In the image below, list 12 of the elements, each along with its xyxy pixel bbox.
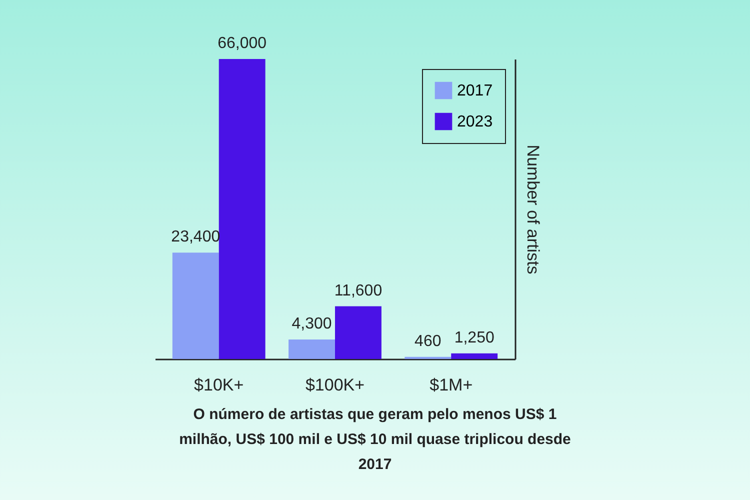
x-tick-label: $1M+ [430, 376, 473, 394]
data-label: 11,600 [334, 282, 382, 300]
data-label: 460 [414, 332, 442, 350]
y-axis-title: Number of artists [524, 144, 542, 274]
legend-label: 2023 [457, 114, 493, 130]
x-tick-label: $10K+ [194, 376, 244, 394]
legend-label: 2017 [457, 82, 493, 100]
data-label: 4,300 [292, 315, 332, 332]
x-tick-label: $100K+ [305, 376, 365, 394]
text: O número de artistas que geram pelo menos US$ 1 milhão, US$ 100 mil e US$ 10 mil quase triplicou desde 2017 [178, 405, 572, 475]
data-label: 1,250 [454, 329, 494, 346]
data-label: 66,000 [218, 35, 267, 52]
